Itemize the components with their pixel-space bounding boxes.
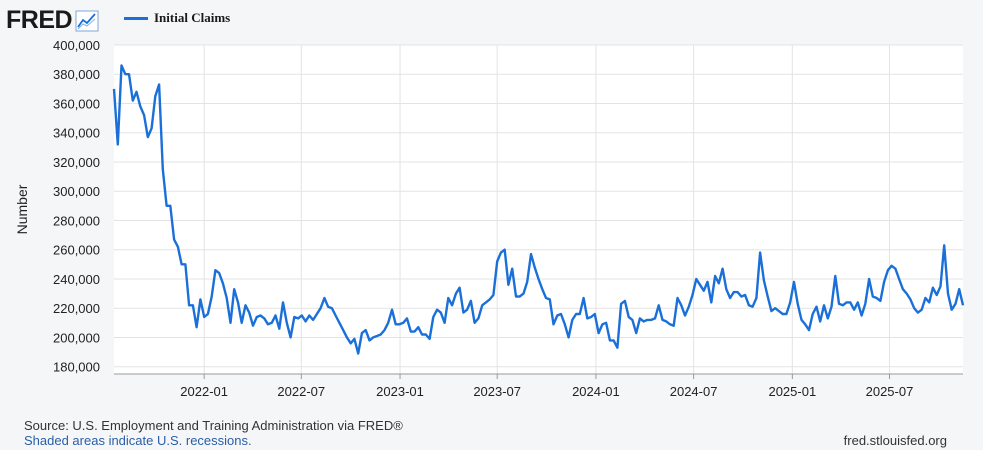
y-tick-label: 380,000	[53, 67, 100, 82]
site-link[interactable]: fred.stlouisfed.org	[843, 433, 947, 448]
x-tick-label: 2023-07	[473, 384, 521, 399]
y-tick-label: 280,000	[53, 213, 100, 228]
x-tick-label: 2025-01	[768, 384, 816, 399]
chart-legend: Initial Claims	[124, 10, 230, 26]
x-tick-label: 2024-01	[572, 384, 620, 399]
y-tick-label: 240,000	[53, 272, 100, 287]
y-tick-label: 300,000	[53, 184, 100, 199]
y-tick-label: 200,000	[53, 330, 100, 345]
source-note: Source: U.S. Employment and Training Adm…	[24, 418, 403, 433]
fred-header: FRED	[6, 4, 99, 36]
x-tick-label: 2023-01	[376, 384, 424, 399]
plot-area	[114, 45, 963, 374]
y-tick-label: 340,000	[53, 126, 100, 141]
footer-notes: Source: U.S. Employment and Training Adm…	[24, 418, 403, 448]
fred-trend-icon	[75, 10, 99, 32]
x-tick-label: 2024-07	[670, 384, 718, 399]
legend-swatch	[124, 16, 148, 20]
fred-logo[interactable]: FRED	[6, 5, 73, 34]
y-tick-label: 320,000	[53, 155, 100, 170]
y-axis-label: Number	[14, 184, 30, 234]
x-tick-label: 2025-07	[866, 384, 914, 399]
y-tick-label: 400,000	[53, 38, 100, 53]
y-tick-label: 360,000	[53, 96, 100, 111]
legend-series-label: Initial Claims	[154, 10, 231, 25]
series-line-initial-claims	[112, 64, 965, 355]
x-tick-label: 2022-07	[277, 384, 325, 399]
y-tick-label: 220,000	[53, 301, 100, 316]
y-tick-label: 180,000	[53, 360, 100, 375]
y-tick-label: 260,000	[53, 243, 100, 258]
recession-note: Shaded areas indicate U.S. recessions.	[24, 433, 252, 448]
x-tick-label: 2022-01	[180, 384, 228, 399]
